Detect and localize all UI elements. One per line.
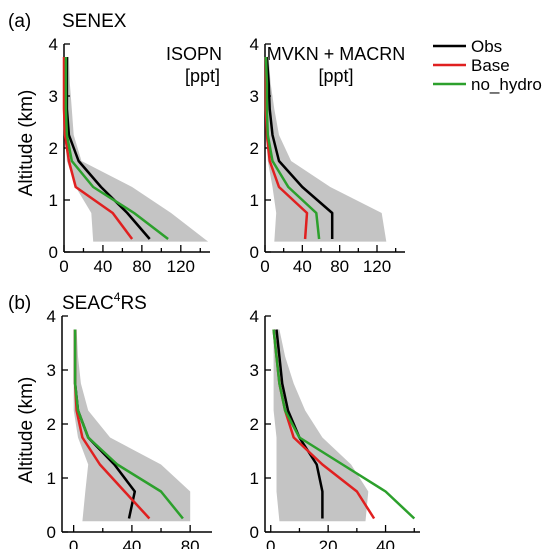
y-tick-label-panel-1: 4 (49, 35, 58, 54)
series-obs-panel-4 (275, 329, 324, 519)
campaign-b-superscript: 4 (114, 290, 121, 304)
x-tick-label-panel-4: 0 (266, 537, 275, 549)
x-tick-label-panel-1: 0 (59, 257, 68, 276)
x-tick-label-panel-4: 20 (319, 537, 338, 549)
y-tick-label-panel-2: 3 (250, 87, 259, 106)
y-tick-label-panel-4: 4 (250, 307, 259, 326)
y-axis-title-a: Altitude (km) (16, 90, 37, 197)
y-tick-label-panel-3: 2 (47, 415, 56, 434)
y-tick-label-panel-1: 2 (49, 139, 58, 158)
y-tick-label-panel-4: 0 (250, 523, 259, 542)
series-no-hydro-panel-1 (64, 57, 169, 240)
series-no-hydro-panel-4 (272, 329, 416, 520)
campaign-b-tail: RS (120, 293, 146, 314)
y-tick-label-panel-4: 2 (250, 415, 259, 434)
range-band-panel-1 (65, 57, 209, 242)
x-tick-label-panel-3: 0 (69, 537, 78, 549)
x-tick-label-panel-2: 0 (260, 257, 269, 276)
range-band-panel-4 (273, 329, 369, 522)
y-axis-title-b: Altitude (km) (16, 377, 37, 484)
y-tick-label-panel-2: 4 (250, 35, 259, 54)
y-tick-label-panel-1: 0 (49, 243, 58, 262)
y-tick-label-panel-4: 1 (250, 469, 259, 488)
x-tick-label-panel-2: 80 (330, 257, 349, 276)
campaign-b-main: SEAC (62, 293, 114, 314)
x-tick-label-panel-3: 40 (122, 537, 141, 549)
x-tick-label-panel-2: 120 (363, 257, 391, 276)
campaign-b-label: SEAC4RS (62, 290, 147, 314)
row-b-label: (b) (8, 293, 31, 314)
y-tick-label-panel-3: 1 (47, 469, 56, 488)
y-tick-label-panel-2: 0 (250, 243, 259, 262)
campaign-a-label: SENEX (62, 11, 127, 32)
row-a-label: (a) (8, 11, 31, 32)
y-tick-label-panel-4: 3 (250, 361, 259, 380)
panel1-unit: [ppt] (185, 66, 220, 86)
y-tick-label-panel-3: 0 (47, 523, 56, 542)
x-tick-label-panel-1: 80 (132, 257, 151, 276)
range-band-panel-3 (73, 329, 191, 522)
legend-label-obs: Obs (471, 37, 502, 56)
panel2-unit: [ppt] (318, 66, 353, 86)
y-tick-label-panel-3: 3 (47, 361, 56, 380)
legend-label-no-hydro: no_hydro (471, 75, 542, 94)
series-obs-panel-2 (265, 56, 334, 239)
y-tick-label-panel-2: 1 (250, 191, 259, 210)
legend-label-base: Base (471, 56, 510, 75)
y-tick-label-panel-1: 3 (49, 87, 58, 106)
y-tick-label-panel-2: 2 (250, 139, 259, 158)
series-no-hydro-panel-2 (264, 56, 321, 240)
panel2-title: MVKN + MACRN (267, 44, 406, 64)
panel1-title: ISOPN (166, 44, 222, 64)
y-tick-label-panel-1: 1 (49, 191, 58, 210)
series-base-panel-1 (62, 57, 134, 240)
x-tick-label-panel-1: 40 (93, 257, 112, 276)
x-tick-label-panel-3: 80 (181, 537, 200, 549)
x-tick-label-panel-2: 40 (293, 257, 312, 276)
x-tick-label-panel-4: 40 (376, 537, 395, 549)
series-no-hydro-panel-3 (73, 329, 184, 520)
x-tick-label-panel-1: 120 (167, 257, 195, 276)
y-tick-label-panel-3: 4 (47, 307, 56, 326)
